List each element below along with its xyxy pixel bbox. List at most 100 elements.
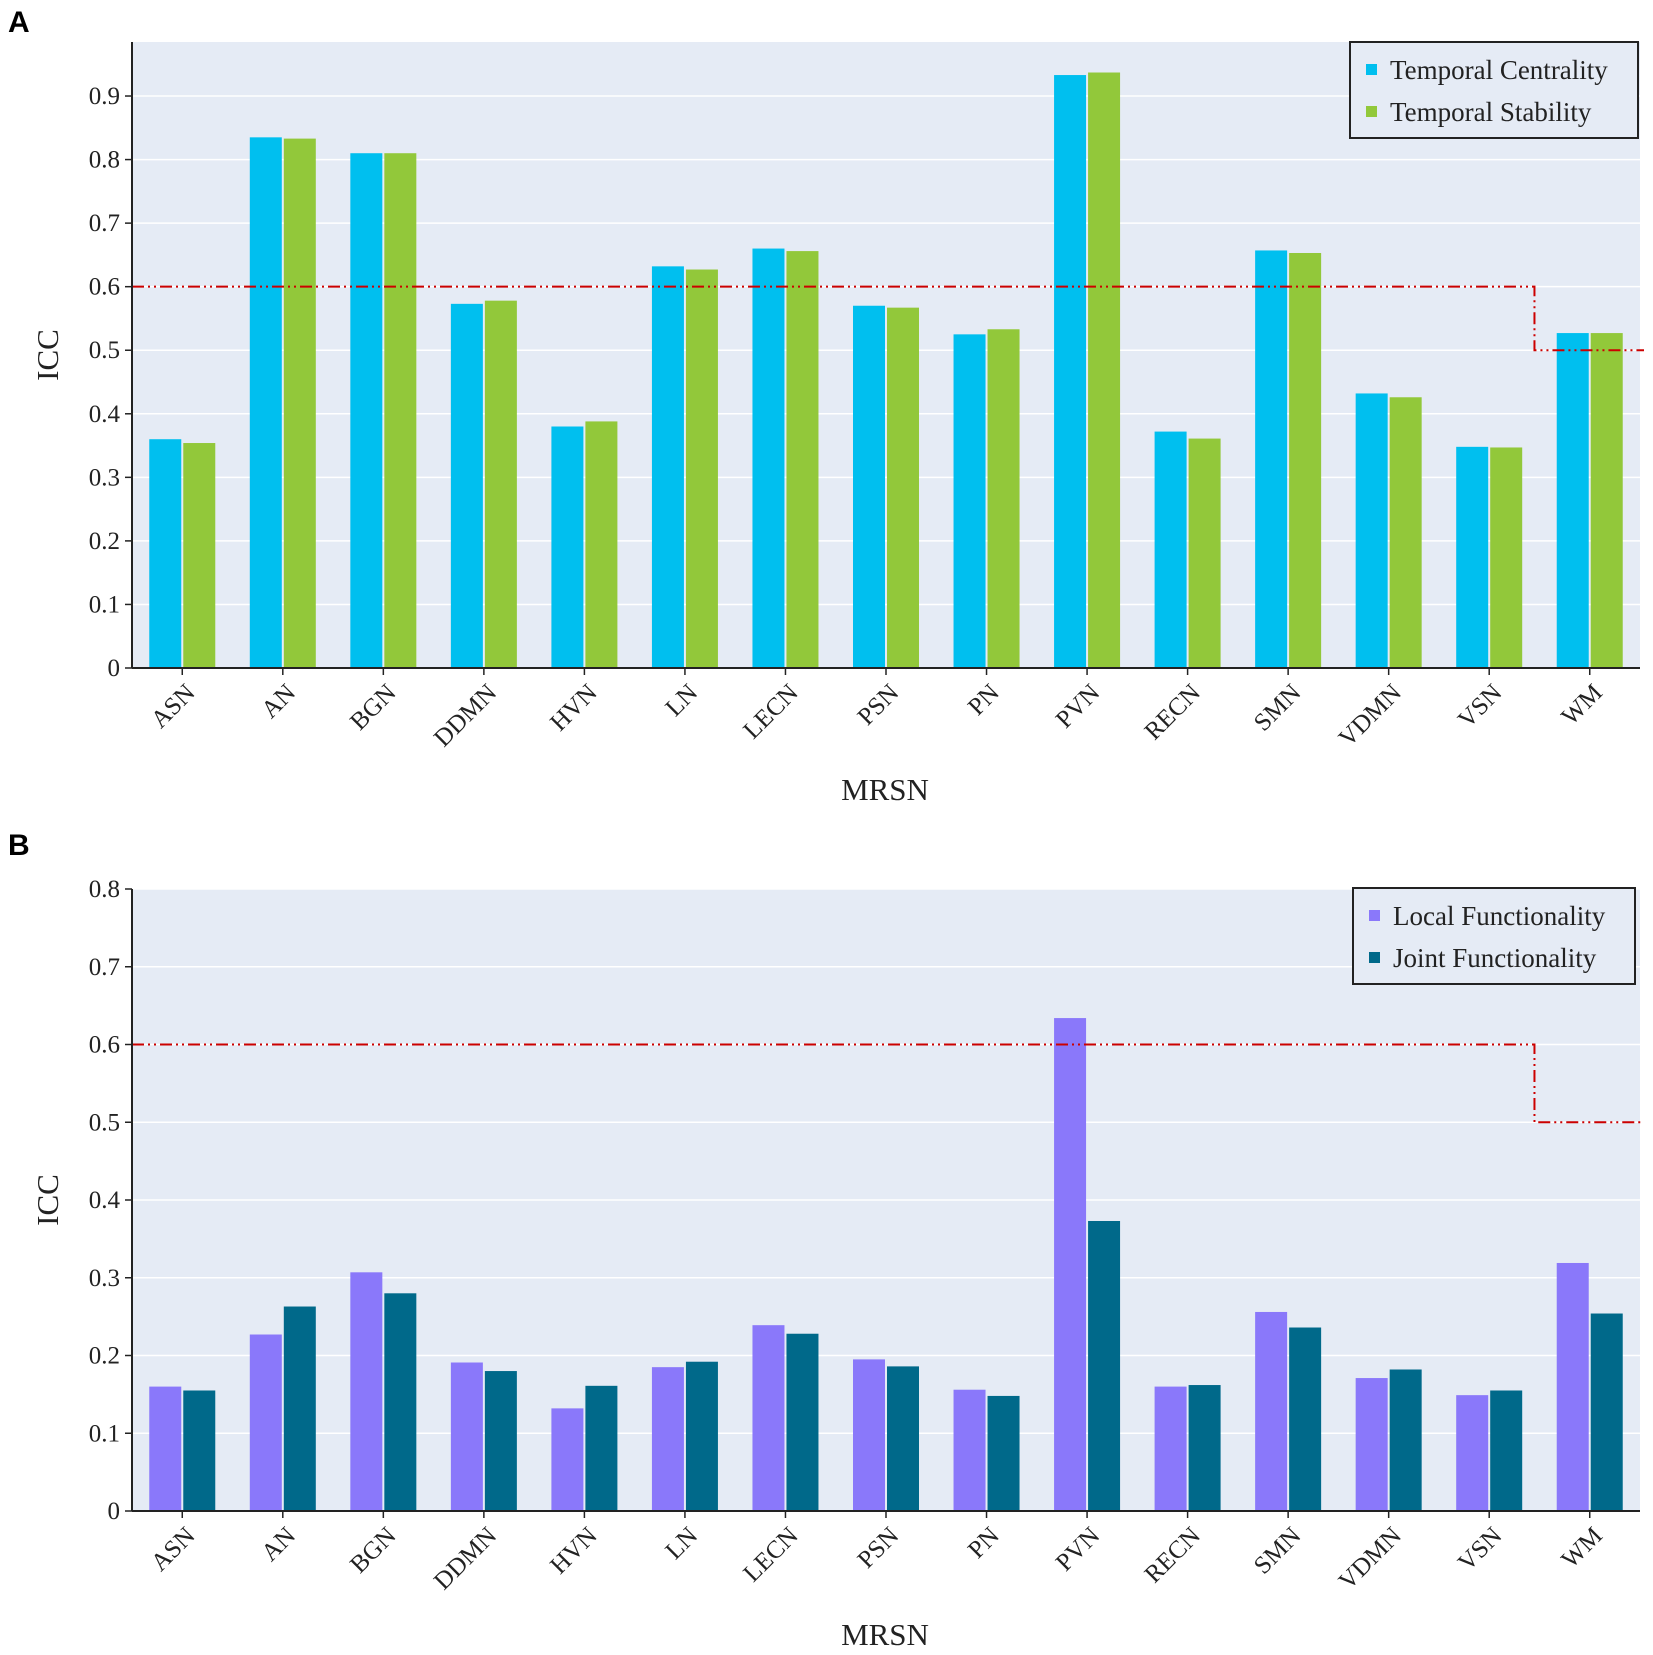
bar-local-functionality-asn [149,1386,182,1511]
bar-joint-functionality-vdmn [1389,1369,1422,1511]
bar-joint-functionality-wm [1590,1313,1623,1511]
legend-box [1352,887,1636,985]
bar-temporal-stability-vdmn [1389,397,1422,668]
bar-temporal-centrality-ddmn [450,303,483,668]
x-tick-label: AN [256,1522,301,1567]
legend-swatch [1366,64,1377,75]
y-tick-label: 0.5 [89,337,120,364]
x-tick-label: HVN [545,1522,602,1579]
bar-joint-functionality-hvn [585,1385,618,1511]
bar-temporal-centrality-asn [149,439,182,668]
bar-local-functionality-wm [1556,1262,1589,1511]
bar-joint-functionality-lecn [786,1333,819,1511]
y-tick-label: 0 [108,655,121,682]
y-tick-label: 0.3 [89,1265,120,1292]
y-tick-label: 0.2 [89,528,120,555]
plot-background [132,42,1640,668]
bar-temporal-centrality-hvn [551,426,584,668]
y-axis-title: ICC [30,1174,65,1226]
legend-swatch [1369,952,1380,963]
y-tick-label: 0.7 [89,954,120,981]
bar-temporal-stability-wm [1590,333,1623,668]
bar-temporal-stability-hvn [585,421,618,668]
y-tick-label: 0.1 [89,591,120,618]
x-tick-label: PN [963,1522,1005,1564]
legend-swatch [1366,106,1377,117]
bar-joint-functionality-bgn [384,1293,417,1511]
x-tick-label: DDMN [429,1522,502,1595]
x-tick-label: LECN [738,1522,803,1587]
x-tick-label: ASN [146,679,200,733]
x-axis-title: MRSN [841,772,929,807]
y-tick-label: 0.6 [89,1032,120,1059]
bar-temporal-stability-an [283,138,316,668]
x-tick-label: ASN [146,1522,200,1576]
x-tick-label: PN [963,679,1005,721]
x-tick-label: WM [1556,679,1607,730]
bar-temporal-stability-pvn [1088,72,1121,668]
x-tick-label: WM [1556,1522,1607,1573]
legend-label: Temporal Stability [1390,97,1592,127]
y-tick-label: 0 [108,1498,121,1525]
legend-box [1349,41,1639,139]
bar-local-functionality-bgn [350,1272,383,1511]
legend-label: Joint Functionality [1393,943,1597,973]
bar-local-functionality-recn [1154,1386,1187,1511]
y-tick-label: 0.8 [89,147,120,174]
bar-joint-functionality-asn [183,1390,216,1511]
x-tick-label: LN [661,679,704,722]
bar-temporal-centrality-pvn [1054,75,1087,668]
bar-local-functionality-psn [853,1359,885,1511]
legend: Local Functionality Joint Functionality [1352,887,1636,985]
bar-temporal-stability-smn [1289,252,1322,668]
x-axis-title: MRSN [841,1617,929,1652]
y-tick-label: 0.3 [89,464,120,491]
x-tick-label: BGN [345,1522,401,1578]
x-tick-label: HVN [545,679,602,736]
x-tick-label: PSN [853,679,905,731]
bar-temporal-stability-lecn [786,251,819,668]
bar-joint-functionality-vsn [1490,1390,1523,1511]
x-tick-label: PVN [1051,1522,1105,1576]
bar-joint-functionality-ddmn [484,1371,517,1511]
bar-temporal-centrality-lecn [752,248,785,668]
panel-a: A 0 0.1 0.2 0.3 0.4 0.5 0.6 0.7 0.8 0.9 ASN AN BGN DDM… [8,6,1644,807]
y-tick-label: 0.7 [89,210,120,237]
legend-label: Temporal Centrality [1390,55,1608,85]
bar-temporal-stability-vsn [1490,447,1523,668]
bar-local-functionality-an [249,1334,282,1511]
bar-local-functionality-hvn [551,1408,584,1511]
bar-temporal-centrality-ln [651,266,684,668]
legend-label: Local Functionality [1393,901,1606,931]
x-tick-label: PSN [853,1522,905,1574]
bar-joint-functionality-pn [987,1395,1020,1511]
bar-temporal-stability-pn [987,329,1020,668]
x-tick-label: AN [256,679,301,724]
bar-temporal-centrality-an [249,137,282,668]
bar-joint-functionality-pvn [1088,1220,1121,1511]
bar-temporal-centrality-bgn [350,153,383,669]
y-tick-label: 0.5 [89,1109,120,1136]
threshold-line [132,1043,1644,1124]
bar-temporal-stability-psn [887,307,919,668]
bar-temporal-centrality-psn [853,305,885,668]
y-tick-label: 0.1 [89,1420,120,1447]
bar-local-functionality-lecn [752,1325,785,1511]
y-tick-label: 0.8 [89,876,120,903]
x-tick-label: BGN [345,679,401,735]
x-tick-label: LECN [738,679,803,744]
bar-temporal-stability-ln [685,269,718,668]
x-tick-label: RECN [1140,1522,1206,1588]
panel-label-b: B [8,829,30,862]
y-tick-label: 0.4 [89,401,121,428]
x-tick-label: VDMN [1334,1522,1407,1595]
panel-label-a: A [8,6,30,39]
bar-local-functionality-pn [953,1389,986,1511]
bar-temporal-centrality-smn [1255,250,1288,668]
x-tick-label: LN [661,1522,704,1565]
y-tick-label: 0.6 [89,274,120,301]
x-tick-label: VSN [1453,679,1507,733]
bar-local-functionality-pvn [1054,1018,1087,1511]
y-tick-label: 0.9 [89,83,120,110]
